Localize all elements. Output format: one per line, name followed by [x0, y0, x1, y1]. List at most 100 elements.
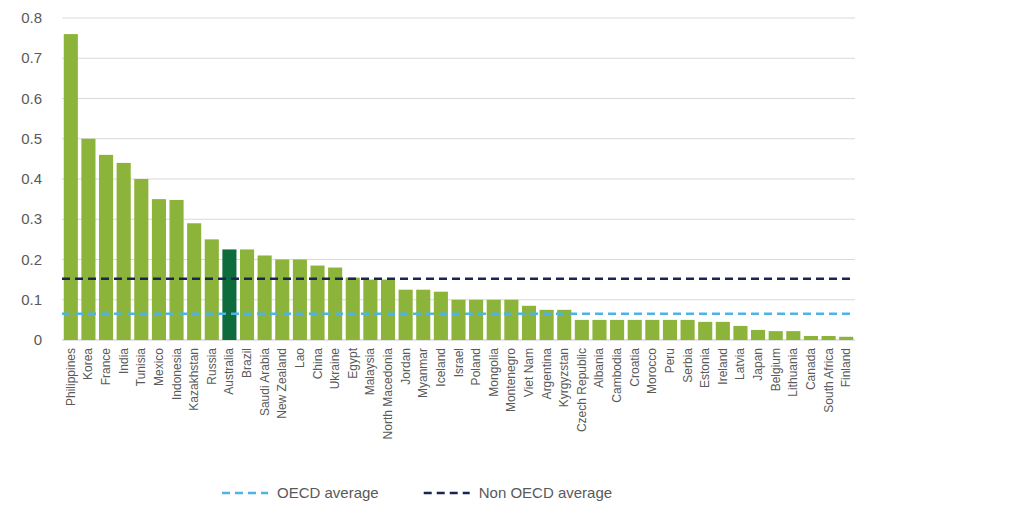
x-tick-label: Poland: [469, 348, 483, 385]
x-tick-label: Serbia: [681, 348, 695, 383]
reference-line: [62, 313, 855, 316]
x-tick-label: Mongolia: [487, 348, 501, 397]
x-tick-label: Kyrgyzstan: [557, 348, 571, 407]
y-tick-label: 0.5: [21, 130, 42, 147]
legend-swatch: [424, 492, 470, 495]
x-tick-label: Montenegro: [504, 348, 518, 412]
x-tick-label: North Macedonia: [381, 348, 395, 440]
bar: [575, 320, 589, 340]
bar: [645, 320, 659, 340]
y-tick-label: 0.3: [21, 210, 42, 227]
bar: [733, 326, 747, 340]
y-tick-label: 0.6: [21, 90, 42, 107]
x-tick-label: New Zealand: [275, 348, 289, 419]
x-tick-label: Australia: [222, 348, 236, 395]
bar: [434, 292, 448, 340]
x-tick-label: Morocco: [645, 348, 659, 394]
bar: [222, 249, 236, 340]
bar: [786, 331, 800, 340]
bar: [363, 280, 377, 340]
bar: [258, 255, 272, 340]
x-tick-label: Japan: [751, 348, 765, 381]
x-tick-label: Philippines: [64, 348, 78, 406]
plot-area: [62, 34, 855, 340]
x-tick-label: Cambodia: [610, 348, 624, 403]
bar: [839, 337, 853, 340]
bar: [769, 331, 783, 340]
x-tick-label: Tunisia: [134, 348, 148, 387]
grid-line: [62, 179, 855, 180]
y-tick-label: 0.4: [21, 170, 42, 187]
x-tick-label: Peru: [663, 348, 677, 373]
bar: [169, 200, 183, 340]
bar: [663, 320, 677, 340]
x-tick-label: Egypt: [346, 347, 360, 378]
x-tick-label: Iceland: [434, 348, 448, 387]
bar: [522, 306, 536, 340]
bar: [275, 260, 289, 341]
bar: [152, 199, 166, 340]
reference-line: [62, 278, 855, 281]
grid-line: [62, 138, 855, 139]
bar: [205, 239, 219, 340]
y-tick-label: 0.2: [21, 251, 42, 268]
bar: [81, 139, 95, 340]
x-tick-label: Ireland: [716, 348, 730, 385]
bar: [592, 320, 606, 340]
bar: [451, 300, 465, 340]
bar: [628, 320, 642, 340]
grid-line: [62, 18, 855, 19]
x-tick-label: South Africa: [822, 348, 836, 413]
bar: [610, 320, 624, 340]
x-tick-label: Malaysia: [363, 348, 377, 396]
x-tick-label: Latvia: [733, 348, 747, 380]
x-tick-label: Jordan: [399, 348, 413, 385]
legend-label: Non OECD average: [479, 484, 612, 501]
x-tick-label: Finland: [839, 348, 853, 387]
legend-swatch: [222, 492, 268, 495]
x-tick-label: Russia: [205, 348, 219, 385]
bar: [716, 322, 730, 340]
x-tick-label: Saudi Arabia: [258, 348, 272, 416]
chart: 00.10.20.30.40.50.60.70.8PhilippinesKore…: [0, 0, 1024, 512]
bar: [487, 300, 501, 340]
x-tick-label: China: [311, 348, 325, 380]
x-tick-label: Belgium: [769, 348, 783, 391]
bar: [346, 278, 360, 340]
x-tick-label: Lithuania: [786, 348, 800, 397]
bar: [293, 260, 307, 341]
y-tick-label: 0.1: [21, 291, 42, 308]
y-tick-label: 0.7: [21, 49, 42, 66]
x-tick-label: Croatia: [628, 348, 642, 387]
y-tick-label: 0: [34, 331, 42, 348]
grid-line: [62, 58, 855, 59]
x-tick-label: India: [117, 348, 131, 374]
bar: [751, 330, 765, 340]
bar: [240, 249, 254, 340]
legend-label: OECD average: [277, 484, 379, 501]
x-tick-label: Czech Republic: [575, 348, 589, 432]
bar: [469, 300, 483, 340]
bar: [504, 300, 518, 340]
x-tick-label: France: [99, 348, 113, 386]
x-tick-label: Albania: [592, 348, 606, 388]
bar: [310, 266, 324, 340]
x-tick-label: Lao: [293, 348, 307, 368]
bar: [381, 280, 395, 340]
x-tick-label: Indonesia: [170, 348, 184, 400]
x-tick-label: Myanmar: [416, 348, 430, 398]
bar: [99, 155, 113, 340]
grid-line: [62, 98, 855, 99]
bar: [822, 336, 836, 340]
bar: [698, 322, 712, 340]
x-tick-label: Viet Nam: [522, 348, 536, 397]
x-tick-label: Mexico: [152, 348, 166, 386]
x-tick-label: Canada: [804, 348, 818, 390]
bar: [681, 320, 695, 340]
x-tick-label: Israel: [452, 348, 466, 377]
x-tick-label: Argentina: [540, 348, 554, 400]
x-tick-label: Estonia: [698, 348, 712, 388]
x-tick-label: Kazakhstan: [187, 348, 201, 411]
bar: [64, 34, 78, 340]
x-tick-label: Ukraine: [328, 348, 342, 390]
